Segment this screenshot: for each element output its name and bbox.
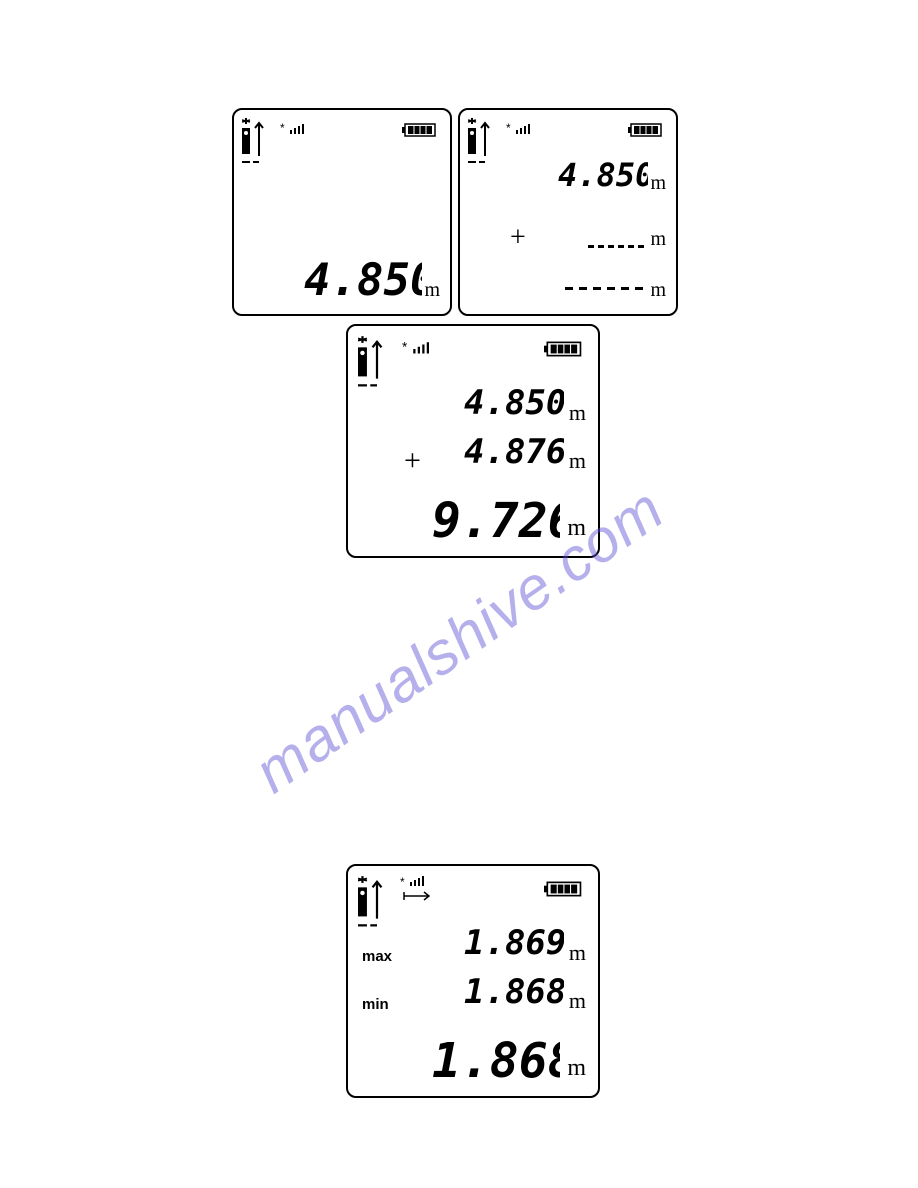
svg-text:1.868: 1.868 [464,973,564,1009]
result-value: 1.868 [432,1035,560,1088]
unit-label: m [650,279,666,302]
lcd-screen-single: * 4.850 m [232,108,452,316]
unit-label: m [567,1055,586,1082]
svg-text:1.868: 1.868 [432,1035,560,1083]
unit-label: m [424,279,440,302]
svg-text:*: * [400,876,405,889]
svg-text:1.869: 1.869 [464,924,564,960]
result-value: 4.850 [304,257,422,306]
lcd-screen-tracking-minmax: * max 1.869 m min [346,864,600,1098]
lcd-screen-add-pending: * 4.850 m + m [458,108,678,316]
unit-label: m [569,940,586,966]
svg-text:4.876: 4.876 [464,433,564,469]
measure-line-2: 4.876 [464,433,564,474]
min-value: 1.868 [464,973,564,1014]
lcd-screen-add-result: * 4.850 m + 4.876 m [346,324,600,558]
svg-text:*: * [280,122,285,135]
placeholder-dashes-large [562,280,646,298]
result-value: 9.726 [432,495,560,548]
unit-label: m [569,400,586,426]
unit-label: m [569,448,586,474]
unit-label: m [650,228,666,251]
unit-label: m [569,988,586,1014]
plus-operator: + [404,444,421,478]
svg-text:9.726: 9.726 [432,495,560,543]
plus-operator: + [510,222,526,254]
measure-line-1: 4.850 [558,158,648,197]
svg-text:4.850: 4.850 [558,158,648,192]
result-digits: 4.850 [304,257,422,301]
unit-label: m [567,515,586,542]
placeholder-dashes-small [586,238,646,256]
max-label: max [362,948,392,965]
measure-line-1: 4.850 [464,384,564,425]
svg-text:*: * [402,340,408,354]
svg-text:*: * [506,122,511,135]
min-label: min [362,996,389,1013]
unit-label: m [650,172,666,195]
max-value: 1.869 [464,924,564,965]
svg-text:4.850: 4.850 [464,384,564,420]
